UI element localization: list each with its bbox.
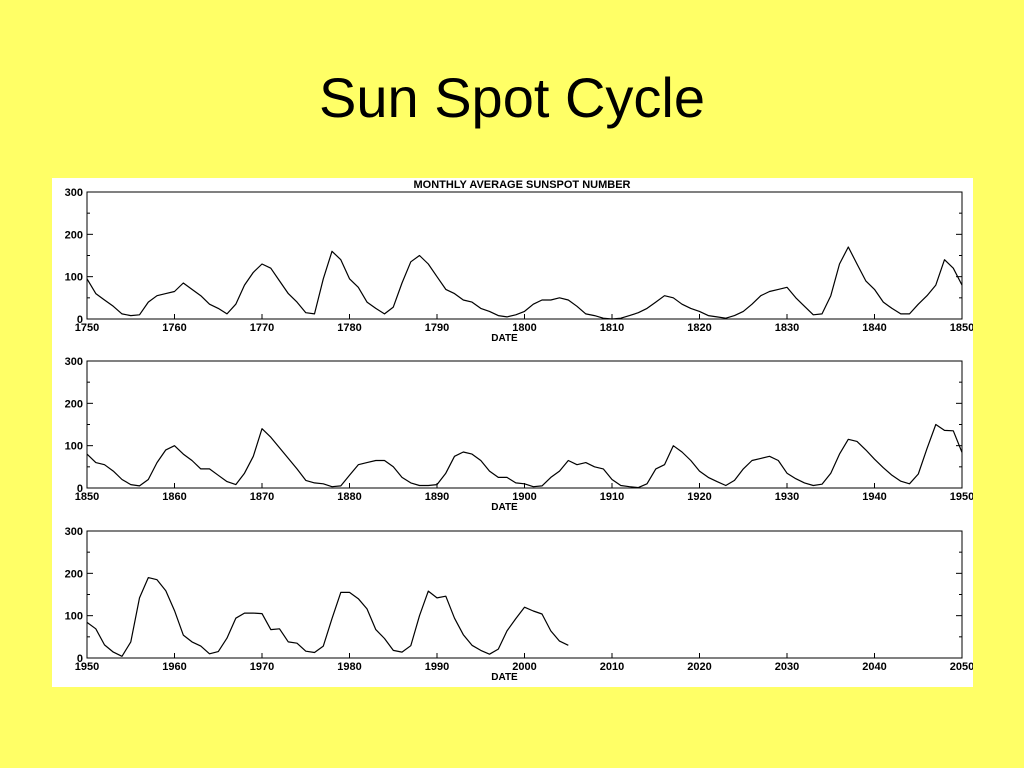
chart-title: MONTHLY AVERAGE SUNSPOT NUMBER xyxy=(414,179,631,191)
panel-3-ytick-label: 100 xyxy=(65,611,83,623)
panel-1-xtick-label: 1790 xyxy=(425,322,449,334)
panel-2-xtick-label: 1850 xyxy=(75,491,99,503)
panel-1-xtick-label: 1850 xyxy=(950,322,973,334)
panel-2-xtick-label: 1910 xyxy=(600,491,624,503)
panel-3-xtick-label: 1980 xyxy=(337,661,361,673)
panel-1-ytick-label: 100 xyxy=(65,272,83,284)
panel-3-ytick-label: 300 xyxy=(65,526,83,538)
panel-1-xtick-label: 1810 xyxy=(600,322,624,334)
panel-1-ytick-label: 200 xyxy=(65,229,83,241)
panel-2-xtick-label: 1870 xyxy=(250,491,274,503)
panel-3-xtick-label: 2040 xyxy=(862,661,886,673)
panel-2-xtick-label: 1930 xyxy=(775,491,799,503)
panel-2-ytick-label: 300 xyxy=(65,356,83,368)
panel-2-xtick-label: 1940 xyxy=(862,491,886,503)
panel-3-xlabel: DATE xyxy=(491,672,518,683)
panel-1-xtick-label: 1780 xyxy=(337,322,361,334)
panel-1-xtick-label: 1770 xyxy=(250,322,274,334)
panel-1-xtick-label: 1830 xyxy=(775,322,799,334)
panel-3-ytick-label: 0 xyxy=(77,653,83,665)
panel-3-xtick-label: 1960 xyxy=(162,661,186,673)
panel-3-ytick-label: 200 xyxy=(65,568,83,580)
panel-1-xtick-label: 1800 xyxy=(512,322,536,334)
panel-1-ytick-label: 300 xyxy=(65,187,83,199)
panel-2-ytick-label: 200 xyxy=(65,398,83,410)
slide-title: Sun Spot Cycle xyxy=(319,66,705,129)
panel-2-xtick-label: 1860 xyxy=(162,491,186,503)
panel-2-xtick-label: 1900 xyxy=(512,491,536,503)
panel-3-xtick-label: 2020 xyxy=(687,661,711,673)
panel-2-frame xyxy=(86,360,963,489)
panel-1-ytick-label: 0 xyxy=(77,314,83,326)
panel-3-xtick-label: 2010 xyxy=(600,661,624,673)
panel-3-xtick-label: 1990 xyxy=(425,661,449,673)
panel-2-ytick-label: 100 xyxy=(65,441,83,453)
panel-2-xtick-label: 1950 xyxy=(950,491,973,503)
sunspot-chart-svg: MONTHLY AVERAGE SUNSPOT NUMBER 0 100 200 30… xyxy=(65,179,973,683)
panel-3-frame xyxy=(86,530,963,659)
sunspot-chart: MONTHLY AVERAGE SUNSPOT NUMBER 0 100 200 30… xyxy=(52,178,973,687)
panel-3-xtick-label: 2000 xyxy=(512,661,536,673)
panel-3-xtick-label: 1970 xyxy=(250,661,274,673)
panel-2-xtick-label: 1920 xyxy=(687,491,711,503)
panel-3-sunspot-line xyxy=(86,577,569,657)
panel-2-xtick-label: 1890 xyxy=(425,491,449,503)
panel-3-xtick-label: 2050 xyxy=(950,661,973,673)
panel-1-frame xyxy=(86,191,963,320)
panel-1-xtick-label: 1760 xyxy=(162,322,186,334)
panel-1-sunspot-line xyxy=(86,246,963,320)
panel-1-xtick-label: 1840 xyxy=(862,322,886,334)
panel-1-xtick-label: 1750 xyxy=(75,322,99,334)
panel-3-xtick-label: 2030 xyxy=(775,661,799,673)
panel-1-xlabel: DATE xyxy=(491,333,518,344)
panel-2-xlabel: DATE xyxy=(491,502,518,513)
panel-2-sunspot-line xyxy=(86,423,963,489)
panel-3-xtick-label: 1950 xyxy=(75,661,99,673)
panel-2-xtick-label: 1880 xyxy=(337,491,361,503)
panel-2-ytick-label: 0 xyxy=(77,483,83,495)
panel-1-xtick-label: 1820 xyxy=(687,322,711,334)
